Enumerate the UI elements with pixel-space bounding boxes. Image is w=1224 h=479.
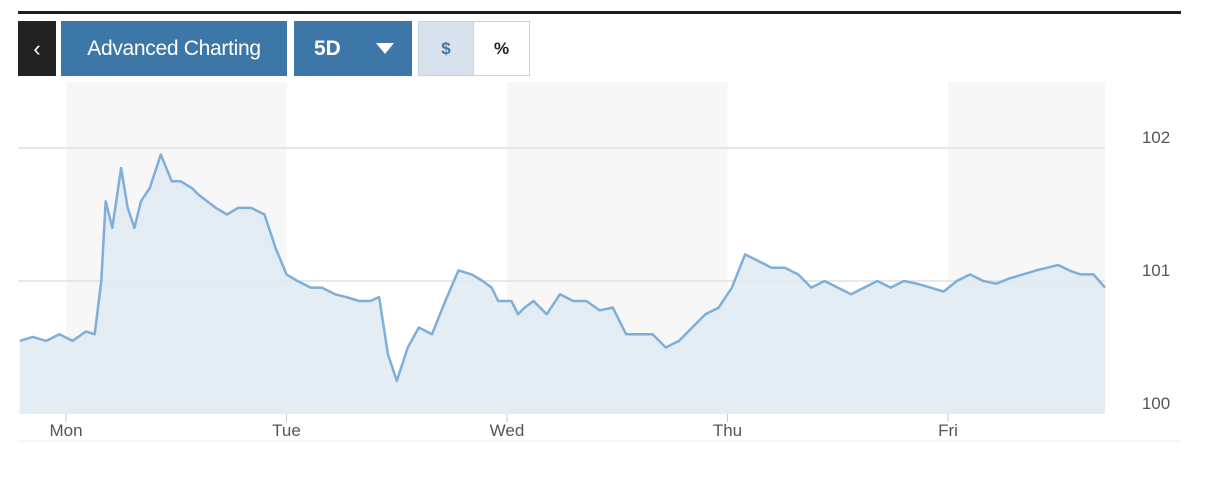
chevron-left-icon: ‹ [33,35,41,61]
y-axis: 100 101 102 [1142,128,1170,413]
x-axis: Mon Tue Wed Thu Fri [49,414,958,440]
range-dropdown[interactable]: 5D [294,21,412,76]
chart-toolbar: ‹ Advanced Charting 5D $ % [18,21,530,76]
price-area [19,154,1106,414]
unit-toggle: $ % [418,21,530,76]
range-label: 5D [314,36,341,60]
x-tick-label-fri: Fri [938,421,958,440]
y-tick-label-102: 102 [1142,128,1170,147]
price-line [19,153,1106,383]
top-rule [18,11,1181,14]
caret-down-icon [376,43,394,54]
advanced-charting-label: Advanced Charting [87,36,261,60]
percent-toggle-label: % [493,38,510,58]
dollar-toggle-label: $ [441,38,451,58]
back-button[interactable]: ‹ [18,21,56,76]
x-tick-label-mon: Mon [49,421,82,440]
x-tick-label-tue: Tue [272,421,301,440]
dollar-toggle-button[interactable]: $ [419,22,474,75]
x-tick-label-wed: Wed [490,421,525,440]
x-tick-label-thu: Thu [713,421,742,440]
y-tick-label-100: 100 [1142,394,1170,413]
y-tick-label-101: 101 [1142,261,1170,280]
advanced-charting-button[interactable]: Advanced Charting [61,21,287,76]
percent-toggle-button[interactable]: % [474,22,529,75]
